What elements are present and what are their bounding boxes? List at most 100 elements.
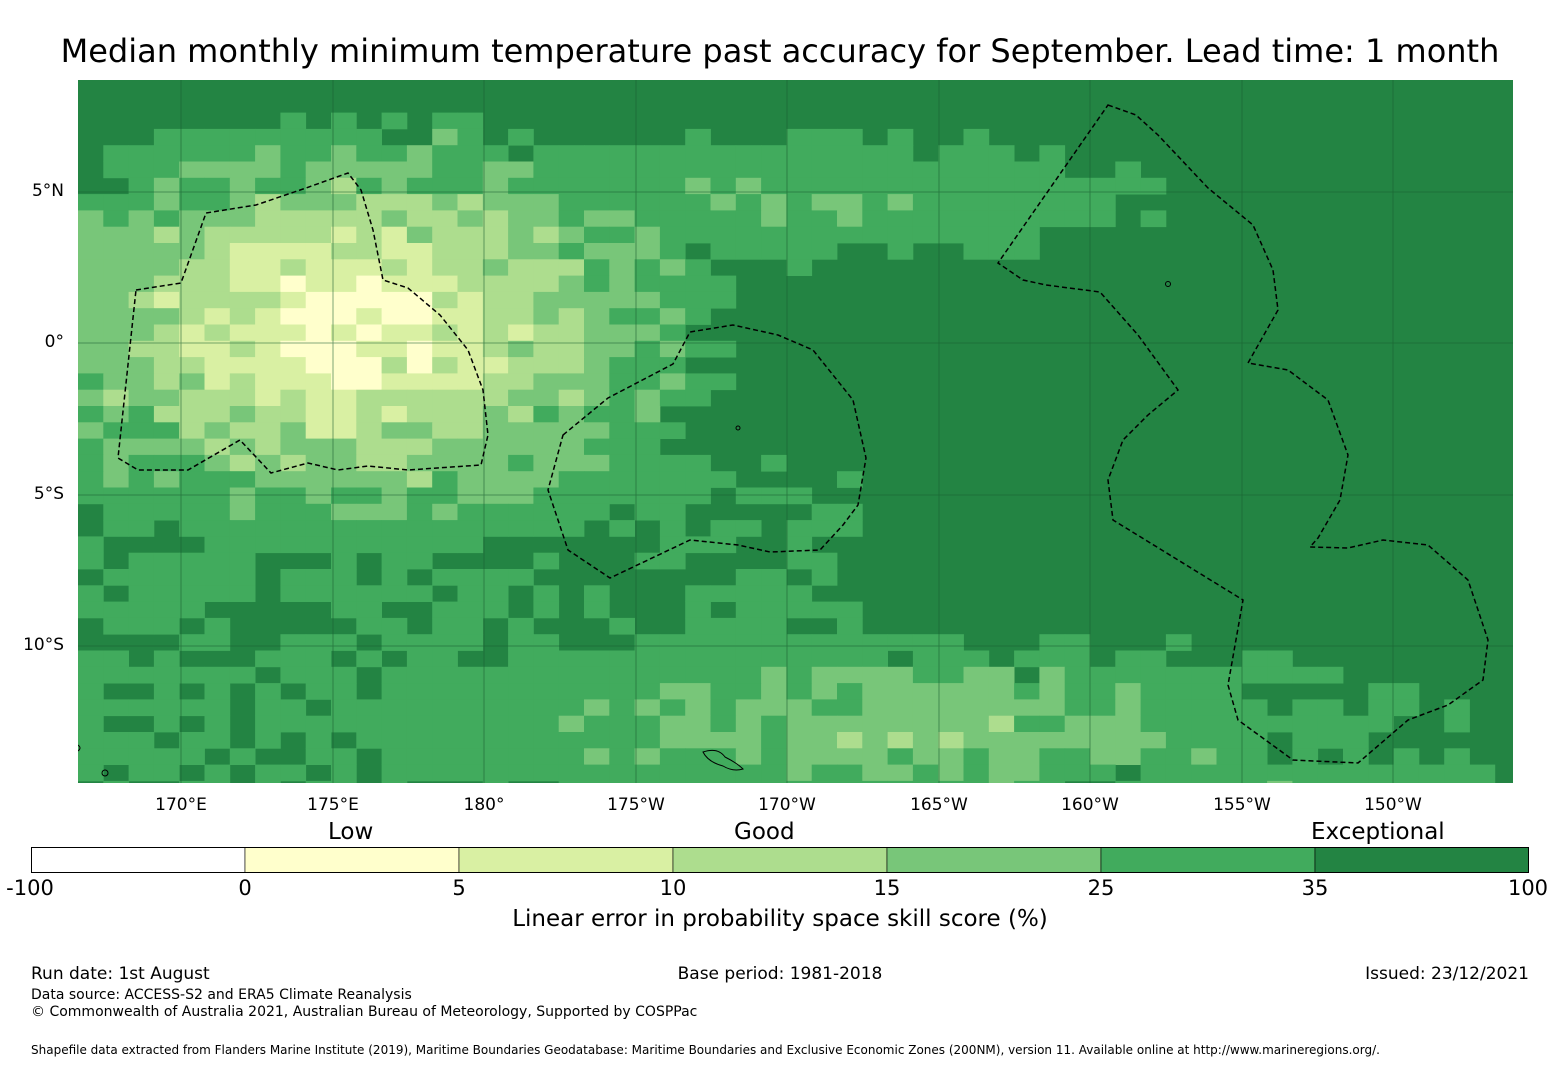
skill-cell xyxy=(634,357,661,374)
skill-cell xyxy=(508,128,534,146)
skill-cell xyxy=(432,112,458,130)
skill-cell xyxy=(204,210,231,228)
skill-cell xyxy=(634,161,661,179)
skill-cell xyxy=(128,585,155,602)
skill-cell xyxy=(204,259,231,276)
skill-cell xyxy=(331,373,357,391)
skill-cell xyxy=(103,650,129,668)
skill-cell xyxy=(508,340,534,358)
skill-cell xyxy=(533,650,560,668)
skill-cell xyxy=(103,145,129,162)
skill-cell xyxy=(963,732,990,749)
skill-cell xyxy=(584,210,610,228)
skill-cell xyxy=(609,340,635,358)
skill-cell xyxy=(963,243,990,260)
skill-cell xyxy=(179,601,205,619)
skill-cell xyxy=(381,422,408,439)
skill-cell xyxy=(229,422,256,439)
skill-cell xyxy=(179,275,205,293)
skill-cell xyxy=(963,748,990,765)
skill-cell xyxy=(305,275,332,293)
skill-cell xyxy=(811,161,838,179)
skill-cell xyxy=(1444,764,1470,782)
eez-boundaries xyxy=(117,104,1489,764)
skill-cell xyxy=(1165,683,1192,700)
skill-cell xyxy=(1039,732,1066,749)
skill-cell xyxy=(78,536,104,554)
skill-cell xyxy=(735,226,762,244)
eez-boundary-east xyxy=(996,104,1489,764)
skill-cell xyxy=(659,683,686,700)
skill-cell xyxy=(1014,780,1040,783)
skill-cell xyxy=(837,161,863,179)
skill-cell xyxy=(482,585,509,602)
skill-cell xyxy=(432,308,458,325)
skill-cell xyxy=(255,438,281,456)
skill-cell xyxy=(356,715,382,733)
skill-cell xyxy=(305,406,332,423)
skill-cell xyxy=(1343,748,1369,765)
skill-cell xyxy=(1267,715,1293,733)
skill-cell xyxy=(432,340,458,358)
skill-cell xyxy=(305,161,332,179)
skill-cell xyxy=(862,699,888,717)
skill-cell xyxy=(204,422,231,439)
skill-cell xyxy=(508,324,534,342)
skill-cell xyxy=(811,715,838,733)
skill-cell xyxy=(356,650,382,668)
skill-cell xyxy=(735,145,762,162)
skill-cell xyxy=(1090,683,1116,700)
skill-cell xyxy=(1191,699,1217,717)
skill-cell xyxy=(558,389,585,407)
skill-cell xyxy=(280,340,307,358)
skill-cell xyxy=(988,780,1015,783)
skill-cell xyxy=(710,340,737,358)
lon-label: 160°W xyxy=(1061,795,1119,815)
skill-cell xyxy=(406,536,433,554)
skill-cell xyxy=(584,764,610,782)
skill-cell xyxy=(280,373,307,391)
skill-cell xyxy=(710,634,737,651)
skill-cell xyxy=(659,520,686,537)
skill-cell xyxy=(406,552,433,570)
skill-cell xyxy=(558,650,585,668)
skill-cell xyxy=(179,666,205,684)
skill-cell xyxy=(1292,666,1319,684)
skill-cell xyxy=(331,177,357,195)
skill-cell xyxy=(685,389,711,407)
skill-cell xyxy=(761,732,787,749)
skill-cell xyxy=(837,520,863,537)
skill-cell xyxy=(634,715,661,733)
skill-cell xyxy=(685,487,711,505)
skill-cell xyxy=(128,340,155,358)
skill-cell xyxy=(432,389,458,407)
skill-cell xyxy=(1090,732,1116,749)
skill-cell xyxy=(1039,145,1066,162)
skill-cell xyxy=(735,699,762,717)
skill-cell xyxy=(1216,699,1243,717)
skill-cell xyxy=(887,748,914,765)
skill-cell xyxy=(533,454,560,472)
skill-cell xyxy=(862,683,888,700)
skill-cell xyxy=(634,780,661,783)
skill-cell xyxy=(103,324,129,342)
skill-cell xyxy=(204,161,231,179)
skill-cell xyxy=(634,275,661,293)
skill-cell xyxy=(533,177,560,195)
skill-cell xyxy=(508,243,534,260)
skill-cell xyxy=(634,177,661,195)
skill-cell xyxy=(634,732,661,749)
skill-cell xyxy=(912,210,939,228)
skill-cell xyxy=(204,617,231,635)
skill-cell xyxy=(229,161,256,179)
skill-cell xyxy=(103,503,129,521)
skill-cell xyxy=(811,569,838,586)
skill-cell xyxy=(988,177,1015,195)
skill-cell xyxy=(305,210,332,228)
skill-cell xyxy=(128,471,155,488)
skill-cell xyxy=(786,748,813,765)
skill-cell xyxy=(1165,748,1192,765)
skill-cell xyxy=(381,373,408,391)
skill-cell xyxy=(786,601,813,619)
skill-cell xyxy=(128,243,155,260)
